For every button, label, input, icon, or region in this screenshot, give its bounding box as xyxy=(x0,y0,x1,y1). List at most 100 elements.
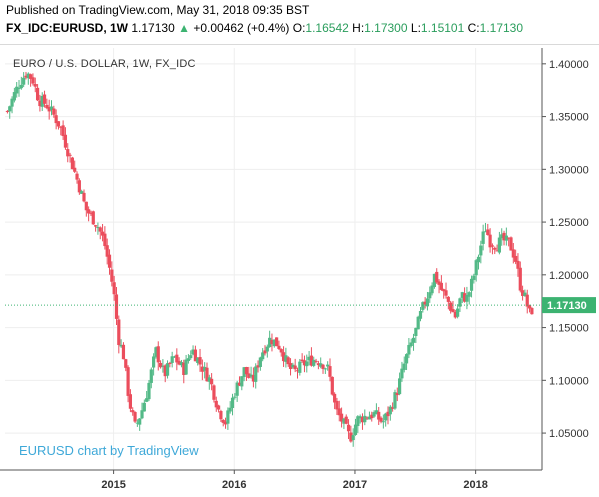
symbol-info-line: FX_IDC:EURUSD, 1W 1.17130 ▲ +0.00462 (+0… xyxy=(6,21,523,35)
y-tick-label: 1.30000 xyxy=(549,164,589,176)
candle-body xyxy=(75,173,79,180)
last-price-label: 1.17130 xyxy=(547,300,587,312)
candle-body xyxy=(191,349,195,355)
candle-body xyxy=(335,400,339,410)
candle-body xyxy=(230,397,235,409)
candle-body xyxy=(12,92,16,101)
candle-body xyxy=(356,416,360,427)
watermark[interactable]: EURUSD chart by TradingView xyxy=(19,443,199,458)
candle-body xyxy=(442,289,446,292)
candle-body xyxy=(358,416,362,419)
candle-body xyxy=(38,100,42,107)
candle-body xyxy=(19,84,23,89)
candle-body xyxy=(395,392,399,396)
candle-body xyxy=(353,424,358,435)
candle-body xyxy=(379,417,383,422)
candle-body xyxy=(527,305,532,309)
chart-area xyxy=(0,44,599,497)
candle-body xyxy=(432,273,437,287)
candle-body xyxy=(351,435,355,441)
candle-body xyxy=(114,294,119,319)
candle-body xyxy=(251,375,256,382)
candle-body xyxy=(277,345,281,349)
candle-body xyxy=(330,376,334,395)
candle-body xyxy=(156,346,160,363)
candle-body xyxy=(272,339,276,347)
candle-body xyxy=(70,157,74,170)
candle-body xyxy=(504,235,508,241)
candle-body xyxy=(270,339,274,345)
candle-body xyxy=(365,417,369,419)
candle-body xyxy=(45,104,49,109)
x-tick-label: 2018 xyxy=(463,479,487,491)
candle-body xyxy=(481,231,485,244)
low-value: 1.15101 xyxy=(420,21,465,35)
candle-body xyxy=(198,357,202,365)
candle-body xyxy=(514,255,518,262)
candle-body xyxy=(453,312,457,318)
candle-body xyxy=(254,366,258,382)
candle-body xyxy=(152,356,156,368)
candle-body xyxy=(307,356,311,361)
candle-body xyxy=(286,357,290,365)
candle-body xyxy=(226,410,230,424)
candle-body xyxy=(416,316,420,330)
candle-body xyxy=(63,134,68,148)
candle-body xyxy=(244,366,249,375)
candle-body xyxy=(193,349,197,362)
candle-body xyxy=(275,337,279,347)
candle-body xyxy=(321,364,325,369)
candle-body xyxy=(80,191,84,194)
candle-body xyxy=(268,337,272,348)
candle-body xyxy=(456,308,460,317)
candle-body xyxy=(414,327,418,336)
candle-body xyxy=(33,83,37,87)
candle-body xyxy=(349,432,353,442)
candle-body xyxy=(5,111,10,113)
candle-body xyxy=(175,354,179,363)
candle-body xyxy=(68,154,72,156)
candle-body xyxy=(428,292,432,299)
candle-body xyxy=(520,290,525,296)
candle-body xyxy=(49,106,54,110)
candle-body xyxy=(465,294,469,302)
candle-body xyxy=(216,405,221,410)
candle-body xyxy=(409,342,413,347)
candle-body xyxy=(437,281,441,285)
candle-body xyxy=(26,73,30,79)
candle-body xyxy=(265,346,269,352)
candle-body xyxy=(288,363,293,369)
candle-body xyxy=(203,366,207,371)
candle-body xyxy=(8,106,12,112)
candle-body xyxy=(323,368,327,370)
candle-body xyxy=(523,292,527,297)
last-price: 1.17130 xyxy=(131,21,175,35)
candle-body xyxy=(22,77,26,85)
candle-body xyxy=(110,269,114,282)
candle-body xyxy=(221,419,225,423)
candle-body xyxy=(29,74,33,79)
candle-body xyxy=(131,410,135,413)
candle-body xyxy=(240,376,244,387)
candle-body xyxy=(124,359,128,368)
candle-body xyxy=(430,285,434,294)
x-tick-label: 2017 xyxy=(343,479,367,491)
candle-body xyxy=(24,75,28,78)
candle-body xyxy=(105,245,109,257)
candle-body xyxy=(84,201,88,211)
candle-body xyxy=(261,352,265,360)
x-tick-label: 2015 xyxy=(101,479,125,491)
candle-body xyxy=(404,354,409,364)
candle-body xyxy=(367,416,372,420)
candle-body xyxy=(135,422,139,424)
candle-body xyxy=(284,355,288,362)
candle-body xyxy=(47,106,51,112)
candle-body xyxy=(300,359,304,362)
close-value: 1.17130 xyxy=(479,21,524,35)
candle-body xyxy=(212,385,216,400)
candle-body xyxy=(17,87,21,89)
symbol-label: FX_IDC:EURUSD, 1W xyxy=(6,21,129,35)
candle-body xyxy=(128,394,133,409)
y-tick-label: 1.20000 xyxy=(549,270,589,282)
